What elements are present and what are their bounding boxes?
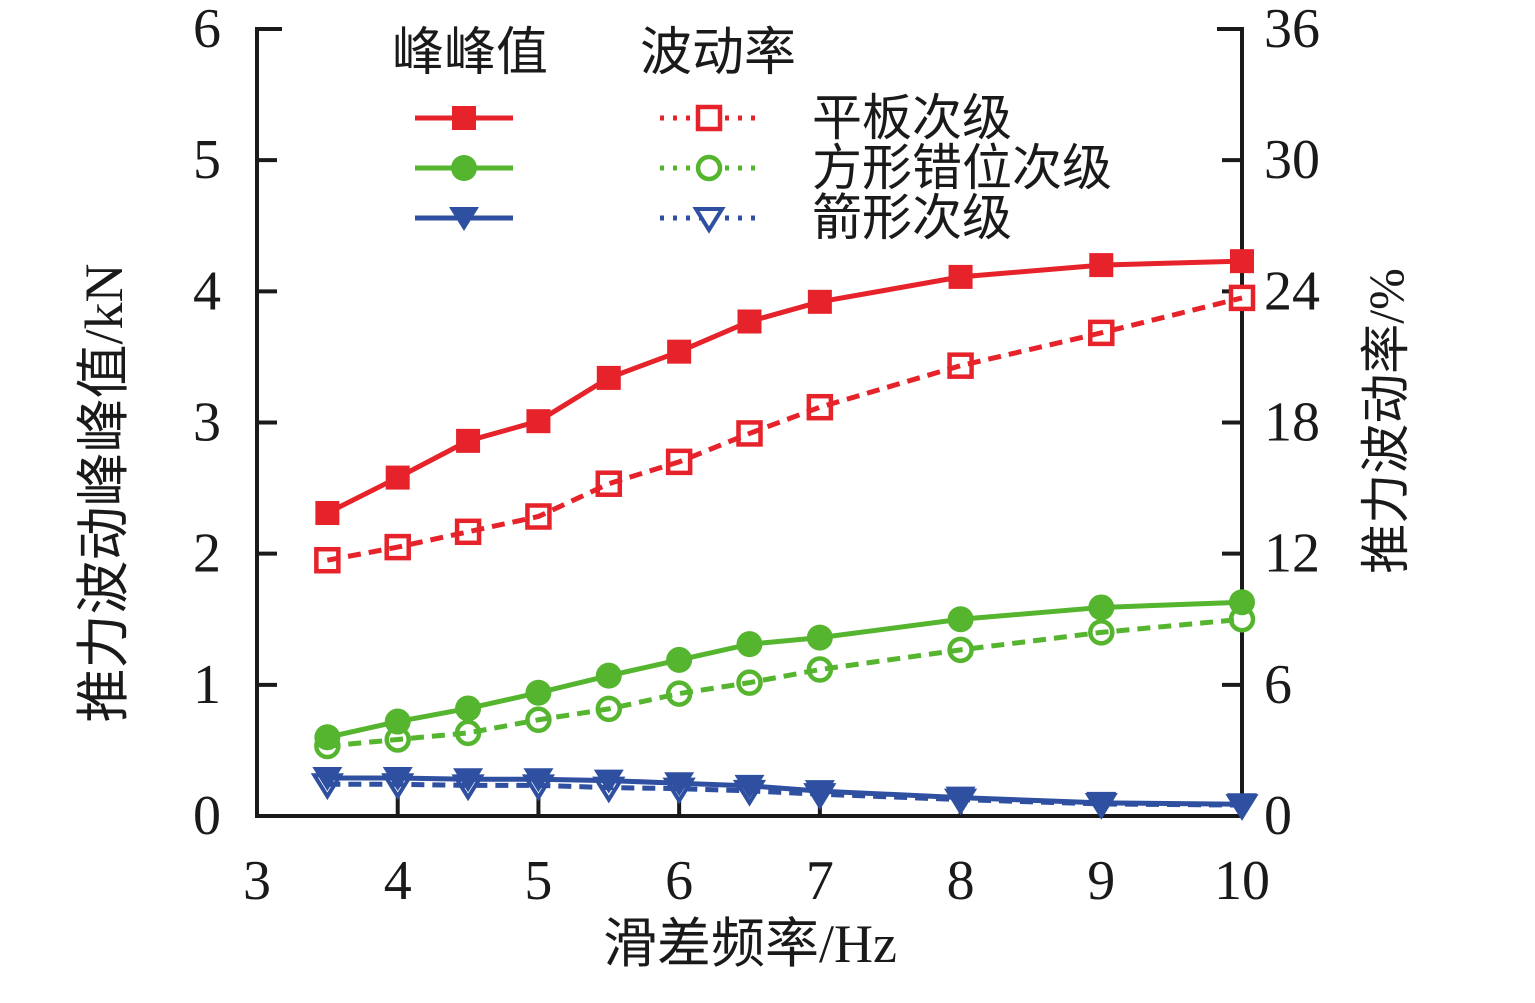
marker-square-filled <box>737 309 762 334</box>
marker-circle-hollow <box>695 154 723 182</box>
marker-square-filled <box>385 465 410 490</box>
legend-header-solid: 峰峰值 <box>392 25 548 82</box>
marker-square-hollow <box>695 104 723 132</box>
marker-triangle-down-filled <box>593 769 624 794</box>
right-tick-label: 6 <box>1264 654 1292 716</box>
marker-triangle-down-filled <box>1227 793 1257 818</box>
marker-triangle-down-filled <box>312 766 343 791</box>
marker-circle-filled <box>455 695 482 722</box>
marker-triangle-down-filled <box>804 780 835 805</box>
x-tick-label: 7 <box>806 850 834 912</box>
marker-square-filled <box>667 339 692 364</box>
right-tick-label: 24 <box>1264 260 1320 322</box>
left-tick-label: 3 <box>193 392 221 454</box>
series-dashed-方形错位次级 <box>314 606 1256 760</box>
x-tick-label: 5 <box>524 850 552 912</box>
series-dashed-平板次级 <box>314 284 1256 574</box>
marker-triangle-down-filled <box>453 768 484 793</box>
series-dashed-箭形次级 <box>310 773 1259 821</box>
legend <box>415 104 758 234</box>
marker-circle-filled <box>384 708 411 735</box>
x-axis-title: 滑差频率/Hz <box>603 914 897 974</box>
series-solid-方形错位次级 <box>314 589 1255 751</box>
marker-square-filled <box>948 264 973 289</box>
marker-square-hollow <box>806 393 834 421</box>
left-tick-label: 0 <box>193 785 221 847</box>
data-series <box>310 249 1259 821</box>
x-tick-label: 8 <box>947 850 975 912</box>
legend-row-方形错位次级 <box>415 154 758 182</box>
right-tick-label: 36 <box>1264 0 1320 60</box>
right-tick-label: 0 <box>1264 785 1292 847</box>
right-tick-label: 30 <box>1264 129 1320 191</box>
axis-frame <box>255 27 1244 818</box>
x-tick-label: 10 <box>1214 850 1270 912</box>
marker-circle-filled <box>947 606 974 633</box>
marker-triangle-down-filled <box>449 207 479 231</box>
marker-square-filled <box>807 289 832 314</box>
right-y-axis-title: 推力波动率/% <box>1358 268 1414 574</box>
series-line-solid <box>326 258 1243 516</box>
legend-label-square-staggered-secondary: 方形错位次级 <box>812 140 1112 196</box>
marker-square-filled <box>526 409 551 434</box>
legend-row-平板次级 <box>415 104 758 132</box>
x-tick-label: 3 <box>243 850 271 912</box>
left-tick-label: 5 <box>193 129 221 191</box>
marker-triangle-down-filled <box>1086 791 1117 816</box>
series-solid-平板次级 <box>315 249 1254 526</box>
legend-row-箭形次级 <box>415 207 758 234</box>
legend-header-dashed: 波动率 <box>640 25 796 82</box>
marker-square-filled <box>1089 253 1114 278</box>
marker-square-filled <box>315 501 340 526</box>
series-line-dashed <box>327 616 1243 749</box>
legend-label-arrow-secondary: 箭形次级 <box>812 190 1012 246</box>
axes <box>255 27 1244 818</box>
marker-circle-filled <box>1088 594 1115 621</box>
x-tick-label: 6 <box>665 850 693 912</box>
marker-circle-filled <box>595 662 622 689</box>
marker-circle-filled <box>736 631 763 658</box>
left-tick-label: 6 <box>193 0 221 60</box>
left-y-axis-title: 推力波动峰峰值/kN <box>74 264 134 723</box>
left-tick-label: 2 <box>193 523 221 585</box>
marker-triangle-down-filled <box>382 766 413 791</box>
marker-circle-filled <box>525 679 552 706</box>
x-tick-label: 4 <box>384 850 412 912</box>
marker-triangle-down-filled <box>664 772 695 797</box>
marker-circle-filled <box>314 724 341 751</box>
marker-triangle-down-filled <box>523 768 554 793</box>
series-solid-箭形次级 <box>312 766 1257 818</box>
marker-circle-filled <box>451 155 477 181</box>
left-tick-label: 1 <box>193 654 221 716</box>
marker-square-filled <box>456 428 481 453</box>
marker-circle-filled <box>666 646 693 673</box>
left-tick-label: 4 <box>193 260 221 322</box>
legend-label-flat-secondary: 平板次级 <box>812 90 1012 146</box>
marker-square-filled <box>452 106 476 130</box>
x-tick-label: 9 <box>1087 850 1115 912</box>
marker-triangle-down-filled <box>945 786 976 811</box>
marker-square-filled <box>1230 249 1254 274</box>
marker-triangle-down-hollow <box>692 207 726 234</box>
marker-circle-filled <box>806 624 833 651</box>
marker-square-filled <box>596 365 621 390</box>
right-tick-label: 12 <box>1264 523 1320 585</box>
right-tick-label: 18 <box>1264 392 1320 454</box>
marker-circle-filled <box>1229 589 1255 616</box>
marker-square-hollow <box>595 470 623 497</box>
series-line-dashed <box>326 295 1243 563</box>
marker-triangle-down-filled <box>734 774 765 799</box>
